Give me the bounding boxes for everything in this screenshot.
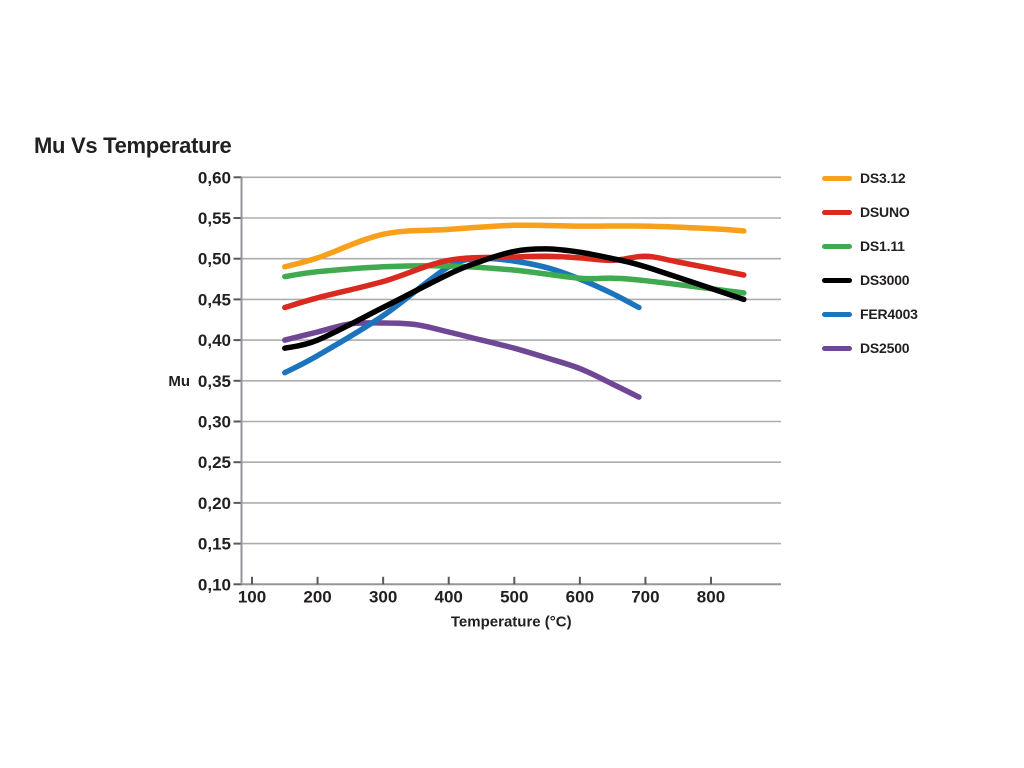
series-line-ds111	[282, 263, 747, 296]
legend-item-ds111: DS1.11	[822, 238, 918, 254]
chart-title: Mu Vs Temperature	[34, 133, 232, 158]
y-tick-label: 0,25	[198, 453, 231, 472]
legend-swatch	[822, 277, 852, 283]
x-tick-label: 500	[500, 587, 528, 606]
series-line-dsuno	[282, 253, 747, 311]
y-axis-title: Mu	[168, 373, 190, 390]
y-tick-label: 0,55	[198, 209, 231, 228]
series-line-fer4003	[282, 255, 642, 376]
legend-swatch	[822, 345, 852, 351]
legend-label: DSUNO	[860, 204, 910, 220]
legend-item-ds2500: DS2500	[822, 340, 918, 356]
legend-swatch	[822, 243, 852, 249]
x-tick-label: 300	[369, 587, 397, 606]
series-line-ds2500	[282, 320, 642, 400]
y-tick-label: 0,50	[198, 250, 231, 269]
legend-swatch	[822, 209, 852, 215]
legend-label: DS1.11	[860, 238, 905, 254]
series-line-ds312	[282, 222, 747, 270]
y-tick-label: 0,15	[198, 535, 231, 554]
y-tick-label: 0,35	[198, 372, 231, 391]
y-tick-label: 0,60	[198, 168, 231, 187]
legend-label: DS2500	[860, 340, 910, 356]
legend-item-ds3000: DS3000	[822, 272, 918, 288]
y-tick-label: 0,40	[198, 331, 231, 350]
legend-label: DS3000	[860, 272, 910, 288]
series-line-ds3000	[282, 246, 747, 351]
y-tick-label: 0,30	[198, 413, 231, 432]
x-tick-label: 400	[435, 587, 463, 606]
y-tick-label: 0,45	[198, 290, 231, 309]
legend-swatch	[822, 311, 852, 317]
legend-item-dsuno: DSUNO	[822, 204, 918, 220]
legend-item-fer4003: FER4003	[822, 306, 918, 322]
legend: DS3.12 DSUNO DS1.11 DS3000 FER4003 DS2500	[822, 170, 918, 356]
x-tick-label: 800	[697, 587, 725, 606]
legend-swatch	[822, 175, 852, 181]
x-axis-title: Temperature (°C)	[451, 613, 572, 630]
legend-label: DS3.12	[860, 170, 906, 186]
x-tick-label: 100	[238, 587, 266, 606]
x-tick-label: 600	[566, 587, 594, 606]
legend-item-ds312: DS3.12	[822, 170, 918, 186]
x-tick-label: 700	[631, 587, 659, 606]
legend-label: FER4003	[860, 306, 918, 322]
y-tick-label: 0,10	[198, 575, 231, 594]
x-tick-label: 200	[303, 587, 331, 606]
y-tick-label: 0,20	[198, 494, 231, 513]
